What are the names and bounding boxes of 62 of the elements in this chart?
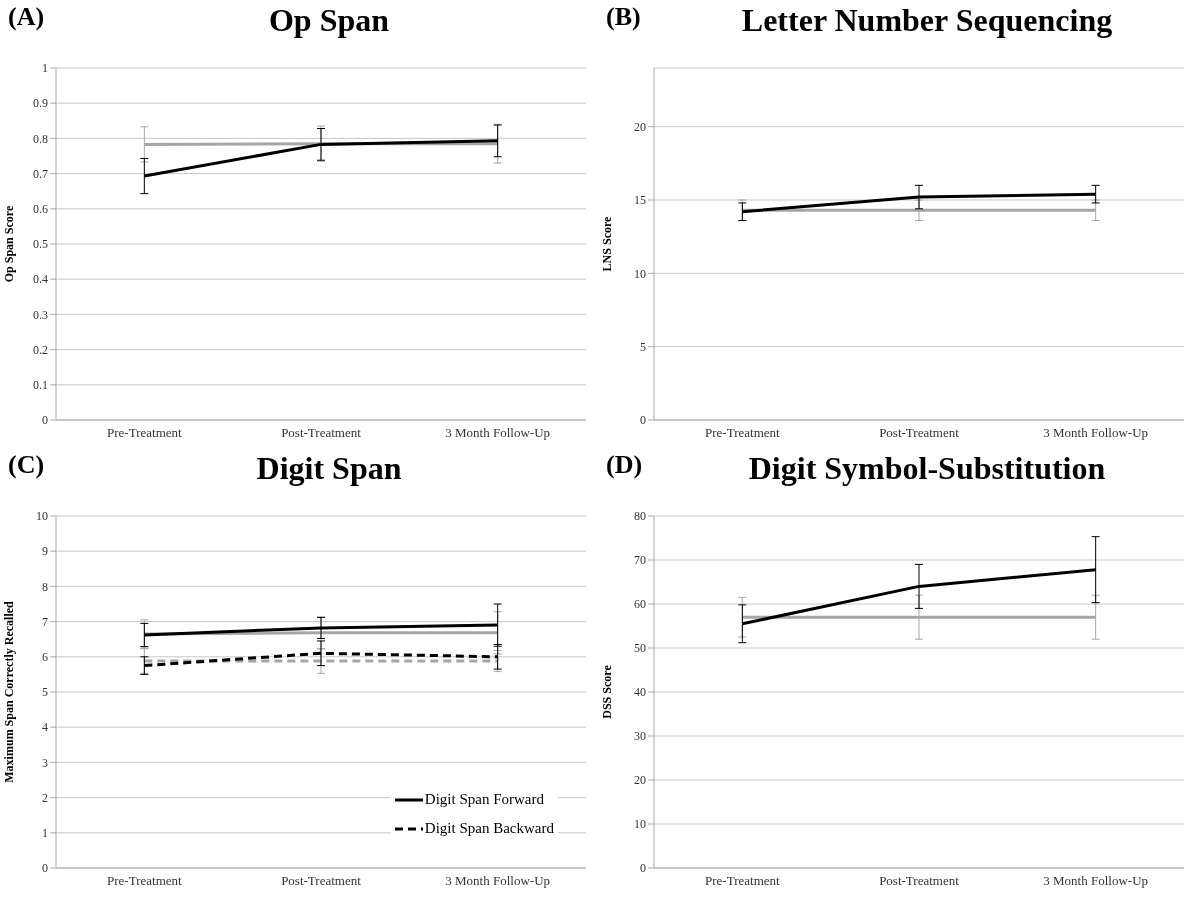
- y-tick-label: 0.6: [33, 202, 48, 217]
- y-tick-label: 10: [634, 266, 646, 281]
- text: (B): [606, 2, 641, 32]
- y-tick-label: 50: [634, 641, 646, 656]
- y-tick-label: 0.4: [33, 272, 48, 287]
- y-tick-label: 30: [634, 729, 646, 744]
- y-tick-label: 5: [640, 339, 646, 354]
- y-tick-label: 0.3: [33, 307, 48, 322]
- chart-title: Digit Span: [255, 450, 403, 487]
- y-tick-label: 1: [42, 826, 48, 841]
- y-tick-label: 70: [634, 553, 646, 568]
- x-tick-label: 3 Month Follow-Up: [1043, 873, 1149, 889]
- y-axis-title: Op Span Score: [2, 205, 17, 283]
- text: (A): [8, 2, 45, 32]
- y-tick-label: 3: [42, 755, 48, 770]
- y-tick-label: 1: [42, 61, 48, 76]
- y-tick-label: 40: [634, 685, 646, 700]
- text: (D): [606, 450, 643, 480]
- y-tick-label: 0.8: [33, 131, 48, 146]
- chart-title: Letter Number Sequencing: [740, 2, 1114, 39]
- x-tick-label: 3 Month Follow-Up: [445, 873, 551, 889]
- x-tick-label: Pre-Treatment: [107, 873, 183, 889]
- y-tick-label: 0.5: [33, 237, 48, 252]
- chart-title: Digit Symbol-Substitution: [747, 450, 1107, 487]
- x-tick-label: Post-Treatment: [281, 873, 362, 889]
- y-tick-label: 10: [634, 817, 646, 832]
- y-tick-label: 0: [42, 861, 48, 876]
- y-tick-label: 9: [42, 544, 48, 559]
- y-tick-label: 20: [634, 773, 646, 788]
- y-tick-label: 80: [634, 509, 646, 524]
- x-tick-label: Post-Treatment: [879, 873, 960, 889]
- y-tick-label: 6: [42, 650, 48, 665]
- y-tick-label: 4: [42, 720, 48, 735]
- y-tick-label: 0.2: [33, 342, 48, 357]
- text: (C): [8, 450, 45, 480]
- legend-label: Digit Span Forward: [424, 791, 545, 808]
- y-tick-label: 0: [640, 861, 646, 876]
- chart-title: Op Span: [267, 2, 391, 39]
- y-tick-label: 0: [640, 413, 646, 428]
- x-tick-label: Post-Treatment: [879, 425, 960, 441]
- y-tick-label: 0.1: [33, 378, 48, 393]
- x-tick-label: Pre-Treatment: [705, 873, 781, 889]
- y-tick-label: 10: [36, 509, 48, 524]
- y-tick-label: 8: [42, 579, 48, 594]
- y-tick-label: 7: [42, 614, 48, 629]
- y-axis-title: LNS Score: [600, 215, 615, 272]
- x-tick-label: 3 Month Follow-Up: [445, 425, 551, 441]
- y-tick-label: 5: [42, 685, 48, 700]
- y-tick-label: 60: [634, 597, 646, 612]
- y-axis-title: DSS Score: [600, 664, 615, 719]
- y-tick-label: 15: [634, 193, 646, 208]
- legend-label: Digit Span Backward: [424, 820, 554, 837]
- x-tick-label: 3 Month Follow-Up: [1043, 425, 1149, 441]
- y-tick-label: 2: [42, 790, 48, 805]
- y-tick-label: 20: [634, 119, 646, 134]
- y-tick-label: 0.9: [33, 96, 48, 111]
- y-axis-title: Maximum Span Correctly Recalled: [2, 600, 17, 783]
- y-tick-label: 0.7: [33, 166, 48, 181]
- x-tick-label: Post-Treatment: [281, 425, 362, 441]
- x-tick-label: Pre-Treatment: [107, 425, 183, 441]
- y-tick-label: 0: [42, 413, 48, 428]
- x-tick-label: Pre-Treatment: [705, 425, 781, 441]
